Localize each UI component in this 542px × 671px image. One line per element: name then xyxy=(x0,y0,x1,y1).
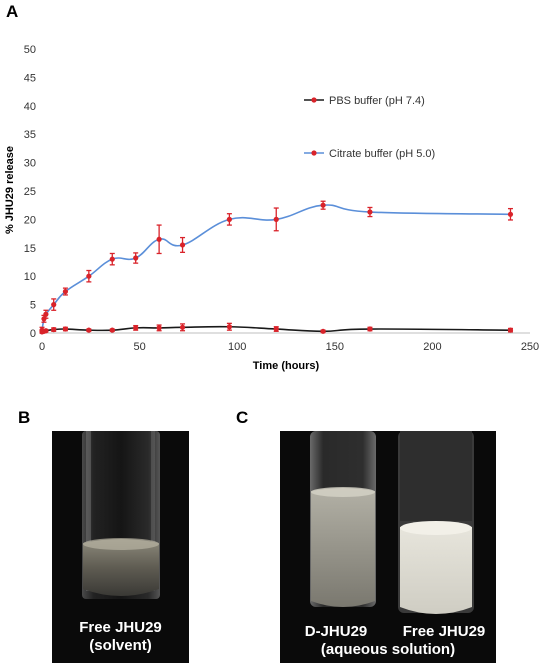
data-point xyxy=(507,327,514,333)
data-point xyxy=(507,211,514,217)
data-point xyxy=(62,288,69,295)
data-point xyxy=(86,327,92,333)
data-point xyxy=(156,236,162,242)
data-point xyxy=(133,255,139,261)
legend-marker xyxy=(311,150,317,156)
data-point xyxy=(179,242,186,248)
series-1 xyxy=(39,200,514,334)
data-point xyxy=(320,202,326,208)
x-tick-label: 50 xyxy=(133,341,145,353)
panel-c-label: C xyxy=(236,408,249,427)
panel-b-label: B xyxy=(18,408,31,427)
y-tick-label: 35 xyxy=(24,129,36,141)
y-tick-label: 0 xyxy=(30,328,36,340)
data-point xyxy=(367,209,373,215)
y-tick-label: 10 xyxy=(24,271,36,283)
x-tick-label: 150 xyxy=(326,341,344,353)
data-point xyxy=(43,328,49,334)
data-point xyxy=(62,326,69,332)
vials-c-image xyxy=(280,431,496,663)
y-tick-label: 45 xyxy=(24,72,36,84)
photo-b-caption-2: (solvent) xyxy=(89,637,152,654)
data-point xyxy=(51,326,57,333)
data-point xyxy=(226,324,232,330)
y-axis-label: % JHU29 release xyxy=(4,146,16,234)
y-tick-label: 25 xyxy=(24,186,36,198)
data-point xyxy=(367,326,373,332)
release-chart: 0 5 10 15 20 25 30 35 40 45 50 0 50 100 150 200 250 PBS … xyxy=(4,44,539,372)
data-point xyxy=(109,327,115,333)
photo-b-caption-1: Free JHU29 xyxy=(79,619,162,636)
photo-b-free-jhu29-solvent: Free JHU29 (solvent) xyxy=(52,431,189,663)
legend-label: Citrate buffer (pH 5.0) xyxy=(329,148,435,160)
data-point xyxy=(273,216,279,222)
data-point xyxy=(39,327,45,333)
x-tick-label: 250 xyxy=(521,341,539,353)
y-tick-label: 50 xyxy=(24,44,36,56)
data-point xyxy=(226,216,232,222)
data-point xyxy=(179,324,186,330)
y-tick-label: 40 xyxy=(24,101,36,113)
y-tick-label: 5 xyxy=(30,300,36,312)
chart-legend: PBS buffer (pH 7.4) Citrate buffer (pH 5.… xyxy=(304,95,435,160)
data-point xyxy=(109,256,115,262)
y-tick-label: 20 xyxy=(24,214,36,226)
x-tick-label: 0 xyxy=(39,341,45,353)
data-point xyxy=(51,302,57,308)
x-tick-label: 100 xyxy=(228,341,246,353)
panel-a-label: A xyxy=(6,2,19,21)
legend-label: PBS buffer (pH 7.4) xyxy=(329,95,425,107)
data-point xyxy=(320,328,326,334)
x-tick-label: 200 xyxy=(423,341,441,353)
vial-b-image xyxy=(52,431,189,663)
y-tick-label: 30 xyxy=(24,158,36,170)
data-point xyxy=(133,325,139,331)
chart-series-layer xyxy=(39,200,514,335)
data-point xyxy=(43,311,49,317)
data-point xyxy=(86,273,92,279)
legend-marker xyxy=(311,97,317,103)
y-tick-label: 15 xyxy=(24,243,36,255)
photo-c-aqueous-solution: D-JHU29 Free JHU29 (aqueous solution) xyxy=(280,431,496,663)
photo-c-caption-2: (aqueous solution) xyxy=(320,641,456,658)
data-point xyxy=(273,326,279,332)
x-axis-label: Time (hours) xyxy=(253,360,320,372)
chart-axes: 0 5 10 15 20 25 30 35 40 45 50 0 50 100 150 200 250 xyxy=(24,44,539,353)
data-point xyxy=(156,325,162,331)
photo-c-label-left: D-JHU29 xyxy=(304,623,368,640)
photo-c-label-right: Free JHU29 xyxy=(402,623,486,640)
